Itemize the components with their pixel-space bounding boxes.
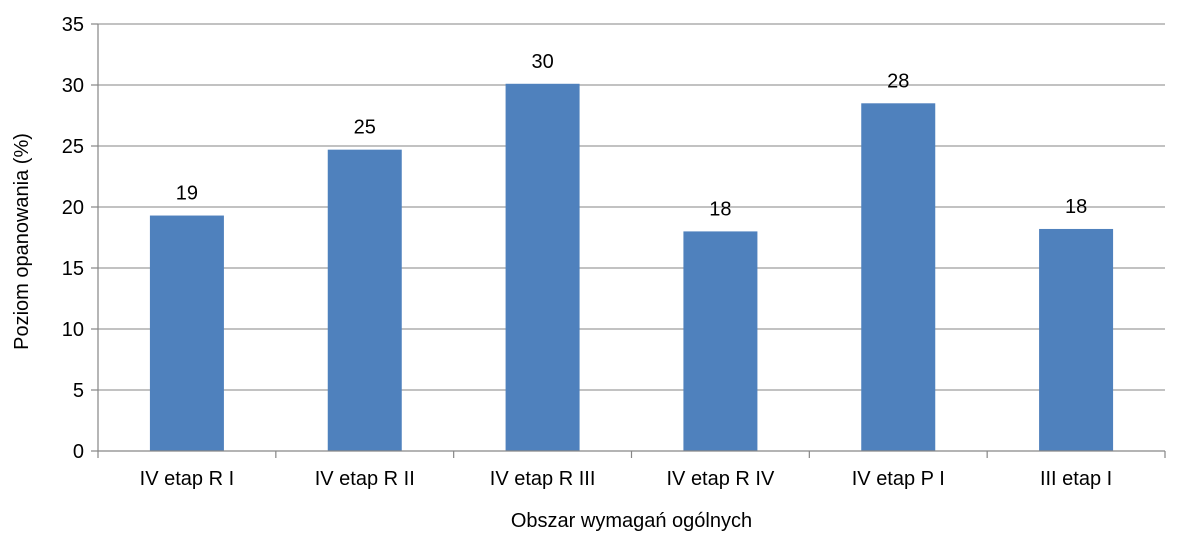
bars	[149, 83, 1114, 452]
bar	[861, 103, 936, 452]
axes	[91, 23, 1166, 458]
y-tick-label: 10	[62, 319, 84, 341]
data-label: 28	[887, 70, 909, 92]
y-tick-label: 5	[73, 380, 84, 402]
data-label: 30	[531, 51, 553, 73]
y-tick-label: 20	[62, 197, 84, 219]
data-label: 19	[176, 183, 198, 205]
bar	[683, 231, 758, 451]
x-tick-label: IV etap R I	[140, 468, 235, 490]
y-tick-label: 30	[62, 75, 84, 97]
y-tick-label: 0	[73, 441, 84, 463]
bar	[1039, 228, 1114, 451]
x-tick-label: IV etap P I	[852, 468, 945, 490]
data-label: 18	[709, 198, 731, 220]
bar	[149, 215, 224, 451]
x-tick-label: IV etap R III	[490, 468, 596, 490]
data-label: 18	[1065, 196, 1087, 218]
x-tick-labels: IV etap R I IV etap R II IV etap R III IV e…	[140, 468, 1113, 490]
x-tick-label: IV etap R IV	[666, 468, 774, 490]
bar	[505, 83, 580, 451]
x-axis-title: Obszar wymagań ogólnych	[511, 510, 752, 532]
data-label: 25	[354, 117, 376, 139]
x-tick-label: III etap I	[1040, 468, 1112, 490]
y-tick-labels: 0 5 10 15 20 25 30 35	[62, 14, 84, 463]
bar	[327, 149, 402, 451]
y-tick-label: 35	[62, 14, 84, 36]
y-axis-title: Poziom opanowania (%)	[11, 133, 33, 350]
y-tick-label: 25	[62, 136, 84, 158]
gridlines	[98, 23, 1165, 391]
y-tick-label: 15	[62, 258, 84, 280]
data-labels: 19 25 30 18 28 18	[176, 51, 1087, 221]
x-tick-label: IV etap R II	[315, 468, 415, 490]
